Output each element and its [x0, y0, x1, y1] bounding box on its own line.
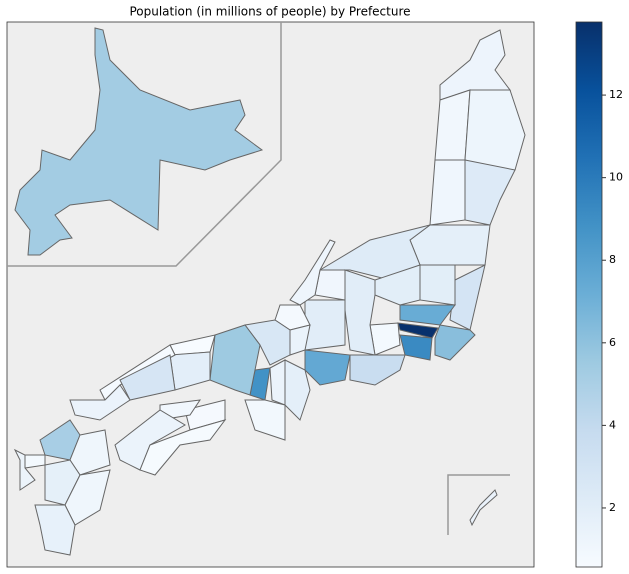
colorbar-tick-label: 12 [609, 88, 623, 101]
regions [13, 27, 526, 556]
prefecture [318, 224, 431, 281]
prefecture [14, 27, 264, 256]
prefecture [419, 264, 456, 306]
prefecture [429, 159, 466, 226]
prefecture [304, 299, 346, 351]
prefecture [449, 264, 486, 331]
prefecture [119, 354, 176, 401]
prefecture [469, 489, 498, 527]
prefecture [69, 429, 111, 476]
colorbar-tick-label: 6 [609, 336, 616, 349]
prefecture [464, 159, 516, 226]
inset-border [7, 22, 282, 267]
colorbar-tick-label: 8 [609, 253, 616, 266]
inset-border [447, 474, 510, 535]
prefecture [13, 448, 36, 491]
prefecture [64, 469, 111, 526]
prefecture [434, 89, 471, 161]
prefecture [304, 349, 351, 386]
colorbar-tick-label: 10 [609, 171, 623, 184]
prefecture [34, 504, 76, 556]
colorbar-tick-label: 4 [609, 418, 616, 431]
prefecture [399, 334, 433, 361]
prefecture [269, 359, 286, 406]
colorbar [575, 21, 603, 568]
prefecture [349, 354, 406, 386]
prefecture [434, 324, 476, 361]
prefecture [289, 239, 336, 306]
prefecture [69, 384, 131, 421]
prefecture [244, 399, 286, 441]
prefecture [209, 324, 261, 396]
colorbar-tick-label: 2 [609, 501, 616, 514]
prefecture [139, 419, 227, 476]
prefecture [344, 269, 376, 356]
chart-title: Population (in millions of people) by Pr… [129, 5, 410, 19]
